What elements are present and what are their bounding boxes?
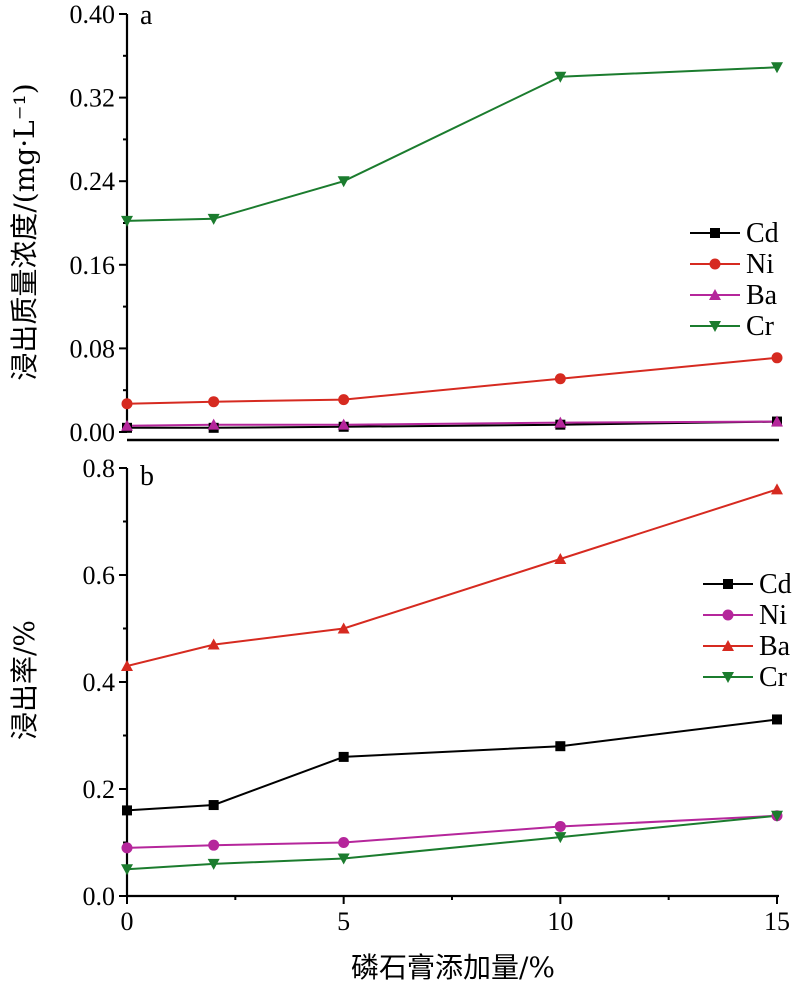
panel-a-data-point-ba [771, 415, 783, 427]
panel-a-data-point-ni [208, 396, 220, 408]
panel-a-y-tick-label: 0.00 [70, 418, 116, 447]
panel-b-y-tick-label: 0.2 [83, 775, 116, 804]
panel-b-x-tick-label: 15 [764, 907, 790, 936]
panel-b-x-tick-label: 10 [547, 907, 573, 936]
panel-a-legend-label-cr: Cr [746, 311, 775, 342]
panel-a-series-line-cr [126, 66, 778, 222]
panel-b-y-tick-label: 0.6 [83, 561, 116, 590]
panel-a-letter: a [140, 0, 153, 31]
panel-b-series-line-ba [126, 488, 778, 667]
panel-b-data-point-cr [121, 864, 133, 876]
panel-a-legend-label-ba: Ba [746, 280, 778, 311]
panel-b-series-line-cd [126, 718, 778, 812]
panel-b-legend-label-cd: Cd [759, 569, 792, 600]
panel-b-data-point-ni [121, 842, 133, 854]
panel-b-legend-marker-cd [723, 579, 733, 589]
x-axis-title: 磷石膏添加量/% [351, 951, 555, 984]
panel-a-y-tick-label: 0.32 [70, 84, 116, 113]
panel-b-series-lines [126, 488, 778, 871]
panel-a-legend-marker-cr [709, 321, 721, 332]
panel-a-legend-marker-ni [709, 258, 721, 270]
panel-a-y-axis-title: 浸出质量浓度/(mg·L⁻¹) [8, 83, 41, 380]
panel-b-data-point-ba [121, 659, 133, 671]
panel-b-axes: 0.0 0.2 0.4 0.6 0.8 0 5 10 15 [83, 454, 791, 936]
panel-a-data-point-cr [207, 213, 220, 225]
panel-b-data-point-ba [554, 552, 567, 564]
panel-b-data-point-ni [554, 820, 566, 832]
panel-b-legend-label-ni: Ni [759, 600, 787, 631]
panel-b-data-point-ni [208, 839, 220, 851]
panel-b-series-line-cr [126, 814, 778, 871]
panel-a-series-lines [126, 66, 778, 429]
panel-a-data-point-cr [337, 176, 350, 188]
panel-b-data-point-cr [207, 858, 220, 870]
panel-b-y-tick-label: 0.4 [83, 668, 116, 697]
panel-a-data-point-ba [554, 416, 567, 428]
panel-a-y-tick-label: 0.16 [70, 251, 116, 280]
panel-a-y-tick-label: 0.08 [70, 334, 116, 363]
panel-a-data-point-ba [121, 419, 133, 431]
panel-a-legend-label-cd: Cd [746, 218, 779, 249]
panel-a-markers [121, 62, 783, 433]
panel-b-legend-marker-ba [722, 640, 734, 651]
panel-b-y-tick-label: 0.0 [83, 882, 116, 911]
panel-b-data-point-cd [338, 751, 349, 762]
panel-b-y-tick-label: 0.8 [83, 454, 116, 483]
panel-a-series-line-ni [126, 356, 778, 405]
panel-b-data-point-ba [207, 638, 220, 650]
panel-b-legend-marker-cr [722, 672, 734, 683]
panel-b-y-axis-title: 浸出率/% [8, 620, 41, 740]
panel-a-y-tick-label: 0.24 [70, 167, 116, 196]
panel-b-data-point-cd [772, 714, 782, 725]
panel-b-data-point-cr [554, 832, 567, 844]
panel-a-data-point-ni [771, 352, 783, 364]
panel-a-y-tick-label: 0.40 [70, 0, 116, 29]
panel-a-legend-label-ni: Ni [746, 249, 774, 280]
panel-a-data-point-ni [554, 373, 566, 385]
panel-a: a 浸出质量浓度/(mg·L⁻¹) 0.000.080.160.240.320.… [8, 0, 783, 447]
panel-b-letter: b [140, 461, 154, 492]
panel-a-data-point-cr [121, 215, 133, 227]
panel-a-axes: 0.00 0.08 0.16 0.24 0.32 0.40 [70, 0, 129, 447]
panel-b-data-point-ba [337, 622, 350, 634]
panel-a-data-point-ba [337, 418, 350, 430]
panel-b-data-point-cd [122, 805, 132, 816]
panel-a-data-point-cr [554, 71, 567, 83]
panel-b-series-line-ni [126, 814, 778, 849]
panel-b-data-point-cd [208, 800, 219, 811]
panel-b-legend-label-ba: Ba [759, 631, 791, 662]
panel-b-x-tick-label: 0 [121, 907, 134, 936]
panel-b-legend-label-cr: Cr [759, 662, 788, 693]
panel-a-data-point-ni [121, 398, 133, 410]
panel-a-data-point-ba [207, 418, 220, 430]
panel-b-data-point-cr [771, 810, 783, 822]
panel-b-data-point-cd [555, 741, 566, 752]
panel-b-x-tick-label: 5 [337, 907, 350, 936]
panel-a-data-point-ni [338, 394, 350, 406]
panel-a-data-point-cr [771, 62, 783, 74]
panel-b-legend-marker-ni [722, 609, 734, 621]
panel-b-data-point-ba [771, 483, 783, 495]
panel-b: b 浸出率/% 磷石膏添加量/% 0.0 0.2 0.4 0.6 0.8 0 5 10 15 C… [8, 454, 792, 984]
panel-b-data-point-cr [337, 853, 350, 865]
panel-a-legend-marker-cd [710, 228, 720, 238]
panel-b-data-point-ni [338, 837, 350, 848]
panel-a-legend-marker-ba [709, 289, 721, 300]
panel-b-markers [121, 483, 783, 876]
